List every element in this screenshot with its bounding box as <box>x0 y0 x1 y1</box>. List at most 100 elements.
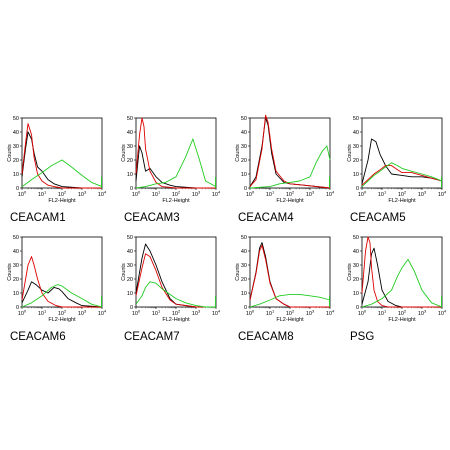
x-tick-label: 100 <box>18 190 27 199</box>
histogram-panel: 0 10 20 30 40 50 100 101 102 103 104 Counts FL2-Heig… <box>7 116 107 224</box>
x-tick-label: 104 <box>212 190 221 199</box>
y-tick-label: 40 <box>241 130 247 136</box>
histogram-panel: 0 10 20 30 40 50 100 101 102 103 104 Counts FL2-Heig… <box>347 116 447 224</box>
x-tick-label: 101 <box>38 190 47 199</box>
y-tick-label: 20 <box>241 277 247 283</box>
panel-label: CEACAM7 <box>124 331 180 343</box>
x-axis-title: FL2-Height <box>276 317 304 323</box>
y-axis-title: Counts <box>235 144 241 162</box>
histogram-line-red <box>21 256 102 308</box>
y-axis-title: Counts <box>7 263 13 281</box>
x-tick-label: 103 <box>306 309 315 318</box>
x-axis-title: FL2-Height <box>48 317 76 323</box>
y-tick-label: 20 <box>127 158 133 164</box>
y-tick-label: 30 <box>353 144 359 150</box>
y-tick-label: 30 <box>241 263 247 269</box>
histogram-line-black <box>361 247 442 308</box>
x-axis-title: FL2-Height <box>388 198 416 204</box>
x-tick-label: 102 <box>286 309 295 318</box>
x-tick-label: 103 <box>192 190 201 199</box>
histogram-panel: 0 10 20 30 40 50 100 101 102 103 104 Counts FL2-Heig… <box>7 235 107 343</box>
y-tick-label: 40 <box>127 130 133 136</box>
panel-label: CEACAM8 <box>238 331 294 343</box>
plot-frame <box>249 236 331 308</box>
x-axis-title: FL2-Height <box>388 317 416 323</box>
y-tick-label: 50 <box>127 235 133 241</box>
x-tick-label: 101 <box>378 309 387 318</box>
histogram-line-green <box>361 162 443 187</box>
histogram-line-black <box>135 145 216 189</box>
x-tick-label: 102 <box>172 309 181 318</box>
x-axis-title: FL2-Height <box>48 198 76 204</box>
histogram-line-green <box>249 145 331 189</box>
histogram-line-black <box>21 281 103 308</box>
x-axis-title: FL2-Height <box>162 317 190 323</box>
histogram-panel: 0 10 20 30 40 50 100 101 102 103 104 Counts FL2-Heig… <box>121 235 221 343</box>
x-tick-label: 104 <box>98 309 107 318</box>
y-tick-label: 50 <box>241 235 247 241</box>
x-tick-label: 100 <box>358 190 367 199</box>
y-axis-title: Counts <box>121 144 127 162</box>
histogram-line-green <box>135 281 216 308</box>
panel-label: CEACAM1 <box>10 212 66 224</box>
y-axis-title: Counts <box>347 144 353 162</box>
y-tick-label: 0 <box>356 186 359 192</box>
x-tick-label: 100 <box>358 309 367 318</box>
y-tick-label: 50 <box>13 235 19 241</box>
x-tick-label: 102 <box>172 190 181 199</box>
y-tick-label: 50 <box>13 116 19 122</box>
y-tick-label: 10 <box>127 291 133 297</box>
y-axis-title: Counts <box>347 263 353 281</box>
panel-label: CEACAM5 <box>350 212 406 224</box>
panel-label: CEACAM3 <box>124 212 180 224</box>
y-tick-label: 10 <box>241 172 247 178</box>
plot-frame <box>249 117 331 189</box>
histogram-panel: 0 10 20 30 40 50 100 101 102 103 104 Counts FL2-Heig… <box>347 235 447 343</box>
y-tick-label: 10 <box>353 172 359 178</box>
y-axis-title: Counts <box>121 263 127 281</box>
plot-frame <box>21 236 103 308</box>
histogram-line-green <box>21 284 103 308</box>
y-tick-label: 0 <box>16 186 19 192</box>
histogram-line-red <box>361 236 442 308</box>
histogram-panel: 0 10 20 30 40 50 100 101 102 103 104 Counts FL2-Heig… <box>235 235 335 343</box>
x-tick-label: 101 <box>152 309 161 318</box>
x-tick-label: 104 <box>438 190 447 199</box>
y-tick-label: 30 <box>13 263 19 269</box>
y-tick-label: 40 <box>127 249 133 255</box>
histogram-panel: 0 10 20 30 40 50 100 101 102 103 104 Counts FL2-Heig… <box>235 114 335 224</box>
y-tick-label: 30 <box>353 263 359 269</box>
x-tick-label: 103 <box>418 190 427 199</box>
x-tick-label: 104 <box>212 309 221 318</box>
x-tick-label: 104 <box>438 309 447 318</box>
y-tick-label: 20 <box>353 158 359 164</box>
y-tick-label: 40 <box>353 130 359 136</box>
histogram-line-black <box>135 243 216 308</box>
histogram-line-green <box>249 293 331 308</box>
y-tick-label: 0 <box>244 305 247 311</box>
y-tick-label: 10 <box>127 172 133 178</box>
y-tick-label: 30 <box>127 144 133 150</box>
x-tick-label: 103 <box>192 309 201 318</box>
histogram-line-green <box>135 138 217 189</box>
x-axis-title: FL2-Height <box>162 198 190 204</box>
x-tick-label: 103 <box>78 309 87 318</box>
y-tick-label: 20 <box>241 158 247 164</box>
x-tick-label: 104 <box>326 190 335 199</box>
x-tick-label: 103 <box>306 190 315 199</box>
y-tick-label: 10 <box>353 291 359 297</box>
y-tick-label: 40 <box>13 249 19 255</box>
x-tick-label: 101 <box>266 190 275 199</box>
y-tick-label: 30 <box>127 263 133 269</box>
y-tick-label: 50 <box>353 116 359 122</box>
plot-frame <box>361 236 443 308</box>
x-tick-label: 102 <box>58 309 67 318</box>
x-tick-label: 101 <box>152 190 161 199</box>
y-tick-label: 50 <box>353 235 359 241</box>
panel-label: CEACAM4 <box>238 212 294 224</box>
histogram-line-red <box>135 253 216 308</box>
x-tick-label: 103 <box>418 309 427 318</box>
y-tick-label: 50 <box>127 116 133 122</box>
y-tick-label: 20 <box>127 277 133 283</box>
x-tick-label: 102 <box>286 190 295 199</box>
